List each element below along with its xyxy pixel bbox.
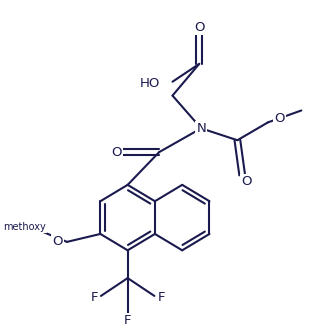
Text: O: O: [275, 112, 285, 125]
Text: F: F: [157, 291, 165, 305]
Text: HO: HO: [140, 77, 160, 90]
Text: F: F: [91, 291, 98, 305]
Text: methoxy: methoxy: [3, 222, 46, 232]
Text: O: O: [52, 236, 63, 248]
Text: O: O: [194, 21, 204, 34]
Text: F: F: [124, 314, 131, 327]
Text: O: O: [242, 176, 252, 188]
Text: O: O: [111, 146, 121, 159]
Text: N: N: [196, 122, 206, 135]
